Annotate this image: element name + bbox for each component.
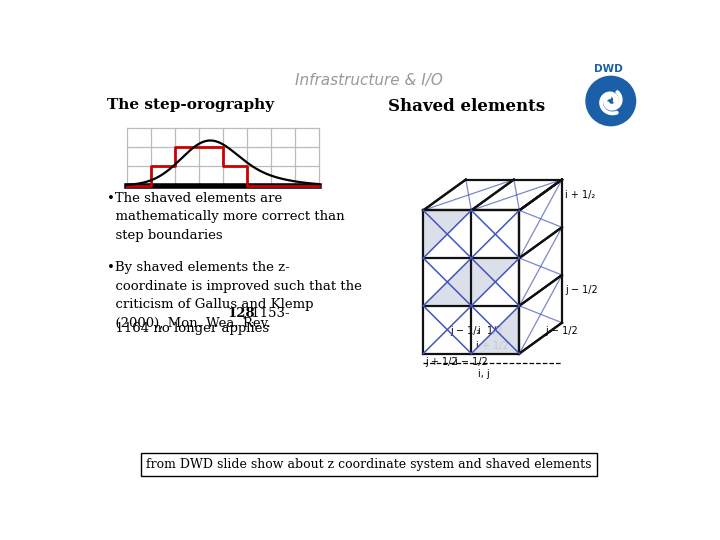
Text: 128: 128: [228, 307, 255, 320]
Text: •The shaved elements are
  mathematically more correct than
  step boundaries: •The shaved elements are mathematically …: [107, 192, 345, 242]
Text: The step-orography: The step-orography: [107, 98, 274, 112]
Circle shape: [586, 76, 636, 126]
Polygon shape: [472, 258, 519, 306]
Text: 1164 no longer applies: 1164 no longer applies: [107, 322, 269, 335]
Text: Shaved elements: Shaved elements: [388, 98, 546, 115]
Text: j + 1/2: j + 1/2: [425, 356, 457, 367]
Text: i  1/2: i 1/2: [477, 326, 503, 336]
Text: •By shaved elements the z-
  coordinate is improved such that the
  criticism of: •By shaved elements the z- coordinate is…: [107, 261, 362, 329]
Polygon shape: [423, 258, 472, 306]
Text: i + 1/2: i + 1/2: [477, 341, 509, 351]
Polygon shape: [423, 211, 472, 258]
Text: i, j: i, j: [478, 369, 490, 379]
Text: j − 1/2: j − 1/2: [565, 286, 598, 295]
Text: j − 1/2: j − 1/2: [546, 326, 578, 336]
Text: DWD: DWD: [594, 64, 623, 74]
Text: i − 1/2: i − 1/2: [455, 356, 487, 367]
Text: from DWD slide show about z coordinate system and shaved elements: from DWD slide show about z coordinate s…: [146, 458, 592, 471]
Text: i + 1/₂: i + 1/₂: [565, 190, 595, 200]
Polygon shape: [472, 306, 519, 354]
Text: j − 1/₂: j − 1/₂: [451, 326, 481, 336]
Text: Infrastructure & I/O: Infrastructure & I/O: [295, 72, 443, 87]
Text: , 1153-: , 1153-: [243, 307, 289, 320]
